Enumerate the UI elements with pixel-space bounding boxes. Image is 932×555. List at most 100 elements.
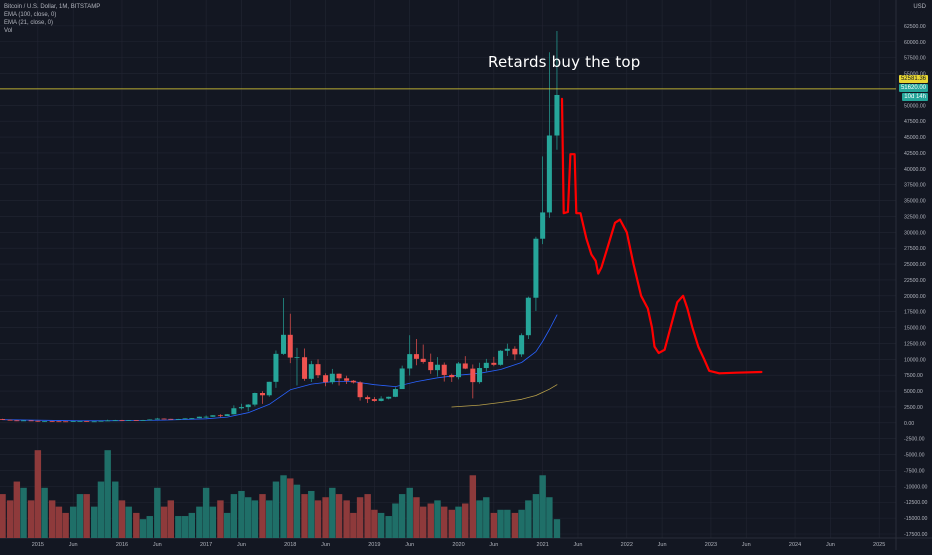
volume-bar — [62, 512, 69, 538]
last-price-tag: 51620.00 — [898, 84, 928, 92]
volume-bar — [419, 506, 427, 538]
x-tick-label: 2019 — [368, 542, 380, 548]
candle-body — [140, 420, 146, 421]
volume-bar — [462, 503, 469, 538]
candle-body — [266, 381, 272, 396]
x-tick-label: Jun — [574, 542, 583, 548]
volume-bar — [329, 487, 336, 538]
candle-body — [161, 418, 167, 420]
volume-bar — [91, 506, 98, 538]
candle-body — [308, 364, 314, 379]
volume-bar — [133, 512, 140, 538]
volume-bar — [532, 494, 540, 538]
candle-body — [413, 354, 419, 359]
symbol-label[interactable]: Bitcoin / U.S. Dollar, 1M, BITSTAMP — [4, 4, 101, 10]
volume-bar — [202, 487, 210, 538]
volume-bar — [455, 506, 462, 538]
volume-bar — [392, 503, 399, 538]
volume-bar — [238, 490, 245, 538]
ema100-legend[interactable]: EMA (100, close, 0) — [4, 12, 57, 18]
candle-body — [483, 362, 489, 369]
volume-bar — [398, 494, 406, 538]
volume-bar — [27, 500, 35, 538]
countdown-tag: 10d 14h — [902, 93, 928, 101]
candle-body — [519, 335, 525, 355]
candle-body — [84, 421, 90, 422]
candle-body — [175, 418, 181, 420]
candle-body — [512, 348, 518, 355]
candle-body — [491, 362, 497, 365]
candle-body — [329, 373, 335, 383]
volume-bar — [244, 497, 252, 538]
volume-bar — [272, 481, 280, 538]
x-tick-label: 2024 — [789, 542, 801, 548]
candle-body — [386, 396, 392, 399]
ema21-legend[interactable]: EMA (21, close, 0) — [4, 20, 54, 26]
volume-bar — [230, 494, 238, 538]
y-tick-label: 25000.00 — [904, 262, 926, 268]
horizontal-line-price-tag: 52581.36 — [898, 75, 928, 83]
volume-bar — [385, 516, 392, 538]
volume-bar — [41, 487, 48, 538]
candle-body — [336, 373, 342, 379]
volume-bar — [167, 500, 174, 538]
chart-annotation: Retards buy the top — [488, 53, 641, 71]
volume-bar — [301, 494, 308, 538]
candle-body — [434, 364, 440, 371]
candle-body — [7, 419, 13, 421]
y-tick-label: 17500.00 — [904, 310, 926, 316]
y-tick-label: 40000.00 — [904, 167, 926, 173]
y-tick-label: 2500.00 — [904, 405, 923, 411]
volume-bar — [125, 506, 132, 538]
volume-bar — [377, 512, 385, 538]
y-tick-label: 57500.00 — [904, 56, 926, 62]
candle-body — [392, 389, 398, 397]
candle-body — [91, 421, 97, 423]
candle-body — [119, 420, 125, 421]
y-tick-label: 15000.00 — [904, 326, 926, 332]
volume-bar — [413, 497, 420, 538]
y-tick-label: 22500.00 — [904, 278, 926, 284]
volume-bar — [13, 481, 21, 538]
volume-bar — [139, 519, 147, 538]
y-tick-label: 45000.00 — [904, 135, 926, 141]
y-tick-label: -7500.00 — [904, 468, 925, 474]
ema21-line — [2, 314, 558, 422]
y-tick-label: -15000.00 — [904, 516, 927, 522]
volume-bar — [266, 500, 273, 538]
x-tick-label: Jun — [69, 542, 78, 548]
volume-bar — [356, 497, 364, 538]
volume-bar — [504, 509, 511, 538]
y-tick-label: 60000.00 — [904, 40, 926, 46]
y-tick-label: 10000.00 — [904, 357, 926, 363]
y-tick-label: 55000.00 — [904, 72, 926, 78]
x-tick-label: Jun — [321, 542, 330, 548]
volume-bar — [97, 481, 105, 538]
ema100-line — [451, 384, 558, 408]
candle-body — [546, 135, 552, 213]
x-tick-label: 2018 — [284, 542, 296, 548]
volume-bar — [83, 494, 90, 538]
x-tick-label: Jun — [489, 542, 498, 548]
candle-body — [49, 421, 55, 423]
volume-bar — [217, 500, 224, 538]
candle-body — [498, 350, 504, 365]
candle-body — [281, 334, 287, 354]
candle-body — [554, 94, 560, 136]
volume-legend[interactable]: Vol — [4, 28, 13, 34]
volume-bar — [525, 500, 532, 538]
candle-body — [533, 238, 539, 298]
x-tick-label: Jun — [153, 542, 162, 548]
y-tick-label: -2500.00 — [904, 437, 925, 443]
volume-bar — [112, 481, 119, 538]
volume-bar — [0, 494, 6, 538]
volume-bar — [406, 487, 413, 538]
volume-bar — [364, 494, 371, 538]
x-tick-label: 2023 — [705, 542, 717, 548]
y-tick-label: 35000.00 — [904, 199, 926, 205]
y-tick-label: 47500.00 — [904, 119, 926, 125]
volume-bar — [546, 497, 553, 538]
volume-bar — [308, 490, 315, 538]
